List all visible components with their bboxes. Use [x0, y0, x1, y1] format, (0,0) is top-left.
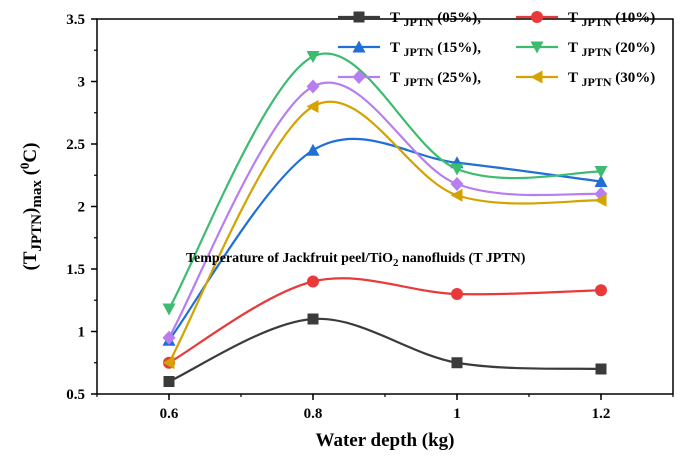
series-line: [168, 100, 602, 364]
data-point-marker: [451, 288, 463, 300]
x-tick-label: 0.8: [304, 406, 323, 422]
legend-marker: [352, 40, 366, 53]
data-point-marker: [450, 188, 463, 202]
series-5: [162, 100, 607, 370]
data-point-marker: [594, 193, 607, 207]
y-axis-title: (TJPTN)max (0C): [17, 143, 45, 271]
data-point-marker: [450, 163, 464, 176]
y-tick-label: 2.5: [66, 137, 85, 153]
data-point-marker: [306, 143, 320, 156]
legend-label: T JPTN (10%): [568, 10, 655, 29]
series-3: [162, 51, 608, 316]
data-point-marker: [306, 100, 319, 113]
x-tick-label: 1.2: [592, 406, 611, 422]
data-point-marker: [163, 376, 175, 387]
data-point-marker: [594, 175, 608, 187]
y-tick-label: 0.5: [66, 387, 85, 403]
legend-label: T JPTN (05%),: [390, 10, 481, 29]
legend-marker: [353, 11, 365, 23]
legend-marker: [530, 70, 543, 84]
annotation-label: Temperature of Jackfruit peel/TiO2 nanof…: [186, 251, 526, 269]
data-point-marker: [595, 363, 607, 375]
legend-marker: [352, 70, 366, 84]
y-tick-label: 3.5: [66, 12, 85, 28]
data-point-marker: [162, 303, 176, 316]
x-axis-title: Water depth (kg): [316, 430, 455, 451]
data-point-marker: [162, 356, 175, 370]
series-line: [168, 81, 602, 339]
data-point-marker: [307, 275, 319, 288]
text-labels: Temperature of Jackfruit peel/TiO2 nanof…: [17, 143, 526, 451]
series-0: [163, 313, 607, 387]
series-line: [168, 137, 602, 341]
legend-item: T JPTN (15%),: [338, 40, 481, 59]
x-tick-label: 1: [453, 406, 461, 422]
series-group: [162, 51, 608, 387]
x-tick-label: 0.6: [160, 406, 179, 422]
y-tick-label: 1: [78, 325, 86, 341]
legend-label: T JPTN (25%),: [390, 70, 481, 89]
legend-label: T JPTN (20%): [568, 40, 655, 59]
legend: T JPTN (05%), T JPTN (10%) T JPTN (15%), T …: [338, 10, 655, 89]
data-point-marker: [306, 79, 320, 94]
legend-item: T JPTN (25%),: [338, 70, 481, 89]
legend-item: T JPTN (20%): [516, 40, 655, 59]
series-line: [168, 277, 602, 364]
legend-item: T JPTN (05%),: [338, 10, 481, 29]
y-tick-label: 3: [78, 75, 86, 91]
data-point-marker: [307, 313, 319, 325]
data-point-marker: [594, 166, 608, 178]
data-point-marker: [306, 51, 320, 63]
legend-label: T JPTN (30%): [568, 70, 655, 89]
data-point-marker: [595, 284, 607, 297]
data-point-marker: [450, 177, 464, 191]
ticks: 0.5 1 1.5 2 2.5 3 3.5 0.6 0.8 1 1.2: [66, 12, 674, 422]
series-line: [168, 52, 602, 310]
series-4: [162, 79, 608, 345]
data-point-marker: [162, 330, 176, 345]
series-line: [168, 317, 602, 383]
legend-marker: [531, 11, 543, 23]
y-tick-label: 1.5: [66, 262, 85, 278]
legend-item: T JPTN (30%): [516, 70, 655, 89]
series-1: [163, 275, 607, 369]
legend-item: T JPTN (10%): [516, 10, 655, 29]
data-point-marker: [451, 357, 463, 369]
legend-marker: [530, 41, 544, 54]
legend-label: T JPTN (15%),: [390, 40, 481, 59]
y-tick-label: 2: [78, 200, 86, 216]
series-2: [162, 137, 608, 346]
